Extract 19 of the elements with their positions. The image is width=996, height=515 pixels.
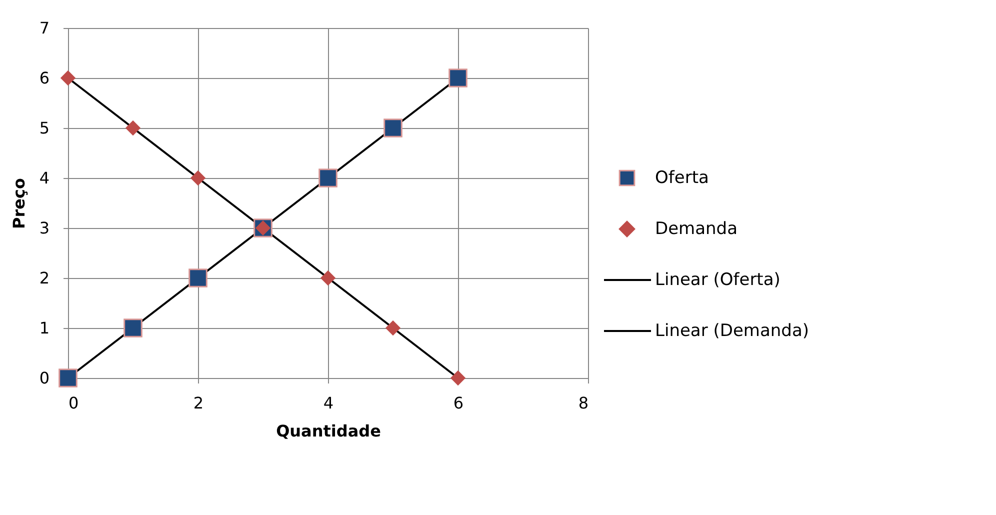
legend-label: Oferta <box>655 168 709 188</box>
x-tick-label: 2 <box>193 394 204 412</box>
y-tick-label: 1 <box>39 318 50 338</box>
legend-label: Linear (Demanda) <box>655 321 810 341</box>
x-axis-title: Quantidade <box>276 422 382 440</box>
legend-label: Linear (Oferta) <box>655 270 780 290</box>
y-tick-label: 7 <box>39 18 50 38</box>
x-tick-label: 0 <box>68 394 79 412</box>
x-tick-label: 6 <box>453 394 464 412</box>
x-tick-label: 4 <box>323 394 334 412</box>
y-tick-label: 6 <box>39 68 50 88</box>
y-tick-label: 4 <box>39 168 50 188</box>
y-tick-label: 0 <box>39 368 50 388</box>
y-tick-label: 5 <box>39 118 50 138</box>
y-tick-label: 3 <box>39 218 50 238</box>
legend-label: Demanda <box>655 219 738 239</box>
y-axis-title: Preço <box>9 178 28 229</box>
y-tick-label: 2 <box>39 268 50 288</box>
x-tick-label: 8 <box>578 394 588 412</box>
